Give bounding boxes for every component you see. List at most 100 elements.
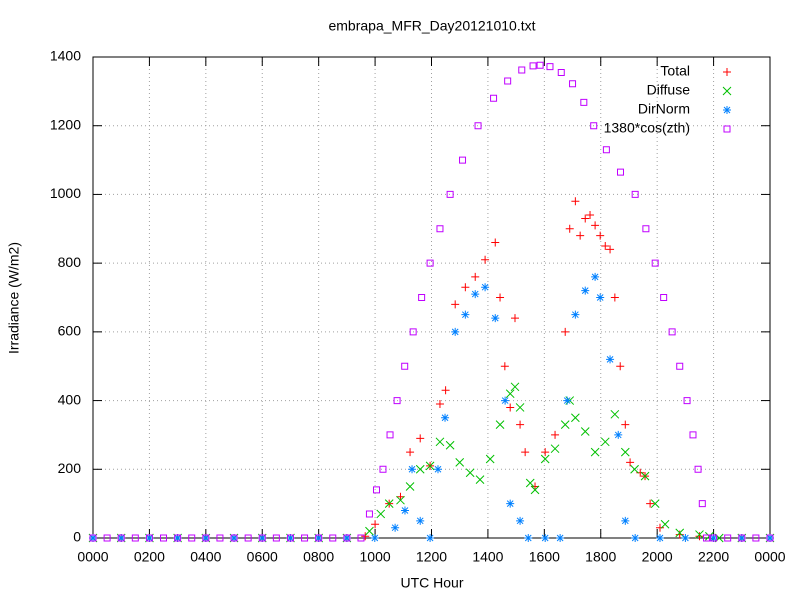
point — [451, 327, 460, 336]
point — [556, 534, 565, 542]
x-tick-label: 1800 — [585, 549, 616, 565]
point — [614, 430, 623, 439]
point — [451, 300, 460, 309]
point — [541, 448, 550, 457]
x-tick-label: 0600 — [247, 549, 278, 565]
point — [590, 122, 598, 130]
point — [441, 386, 450, 395]
point — [601, 241, 610, 250]
point — [602, 146, 610, 154]
point — [495, 420, 505, 429]
legend-marker — [723, 106, 731, 114]
point — [610, 293, 619, 302]
y-axis-label: Irradiance (W/m2) — [6, 242, 22, 354]
point — [371, 520, 380, 529]
point — [365, 510, 373, 518]
series — [88, 382, 775, 543]
point — [610, 409, 620, 419]
point — [596, 231, 605, 240]
point — [435, 437, 445, 447]
point — [230, 534, 239, 542]
point — [475, 475, 485, 484]
point — [408, 465, 417, 474]
point — [361, 532, 370, 541]
point — [561, 327, 570, 336]
y-tick-label: 1000 — [50, 185, 81, 201]
point — [703, 534, 711, 542]
point — [525, 478, 535, 488]
point — [314, 534, 323, 542]
series — [89, 61, 774, 542]
point — [481, 283, 490, 292]
point — [446, 190, 454, 198]
point — [343, 534, 351, 542]
point — [501, 396, 510, 405]
point — [433, 465, 442, 474]
point — [550, 444, 560, 454]
point — [406, 448, 415, 457]
point — [710, 534, 718, 542]
point — [445, 440, 455, 450]
point — [286, 534, 294, 542]
point — [676, 362, 684, 370]
point — [540, 454, 550, 464]
point — [600, 437, 610, 447]
legend-marker — [723, 68, 731, 76]
point — [695, 532, 704, 541]
point — [426, 259, 434, 267]
point — [461, 310, 470, 319]
point — [631, 534, 640, 542]
x-tick-label: 1200 — [416, 549, 447, 565]
point — [391, 523, 400, 532]
legend-label: DirNorm — [638, 101, 690, 117]
point — [372, 486, 380, 494]
point — [379, 465, 387, 473]
point — [416, 434, 425, 443]
point — [586, 211, 595, 220]
x-tick-label: 0800 — [303, 549, 334, 565]
point — [516, 420, 525, 429]
point — [640, 471, 650, 481]
point — [230, 534, 238, 542]
point — [580, 98, 588, 106]
point — [202, 534, 210, 542]
point — [571, 197, 580, 206]
point — [709, 534, 718, 542]
point — [689, 431, 697, 439]
point — [465, 468, 475, 478]
point — [541, 534, 550, 542]
point — [117, 534, 125, 542]
point — [160, 534, 168, 542]
point — [286, 534, 295, 542]
point — [752, 534, 760, 542]
legend-marker — [722, 86, 732, 96]
point — [529, 62, 537, 70]
point — [485, 454, 495, 464]
point — [510, 314, 519, 323]
point — [650, 499, 660, 508]
chart-title: embrapa_MFR_Day20121010.txt — [328, 18, 535, 34]
point — [571, 310, 580, 319]
point — [591, 272, 600, 281]
point — [491, 238, 500, 247]
point — [425, 461, 435, 471]
y-tick-label: 1200 — [50, 116, 81, 132]
point — [396, 495, 405, 505]
point — [435, 400, 444, 409]
point — [675, 530, 684, 539]
point — [89, 534, 97, 542]
x-axis-label: UTC Hour — [400, 575, 463, 591]
point — [581, 286, 590, 295]
point — [474, 122, 482, 130]
point — [491, 314, 500, 323]
point — [89, 534, 97, 542]
point — [737, 534, 746, 542]
point — [459, 156, 467, 164]
point — [496, 293, 505, 302]
point — [393, 397, 401, 405]
x-tick-label: 2200 — [698, 549, 729, 565]
point — [401, 362, 409, 370]
point — [506, 403, 515, 412]
point — [516, 516, 525, 525]
point — [416, 516, 425, 525]
